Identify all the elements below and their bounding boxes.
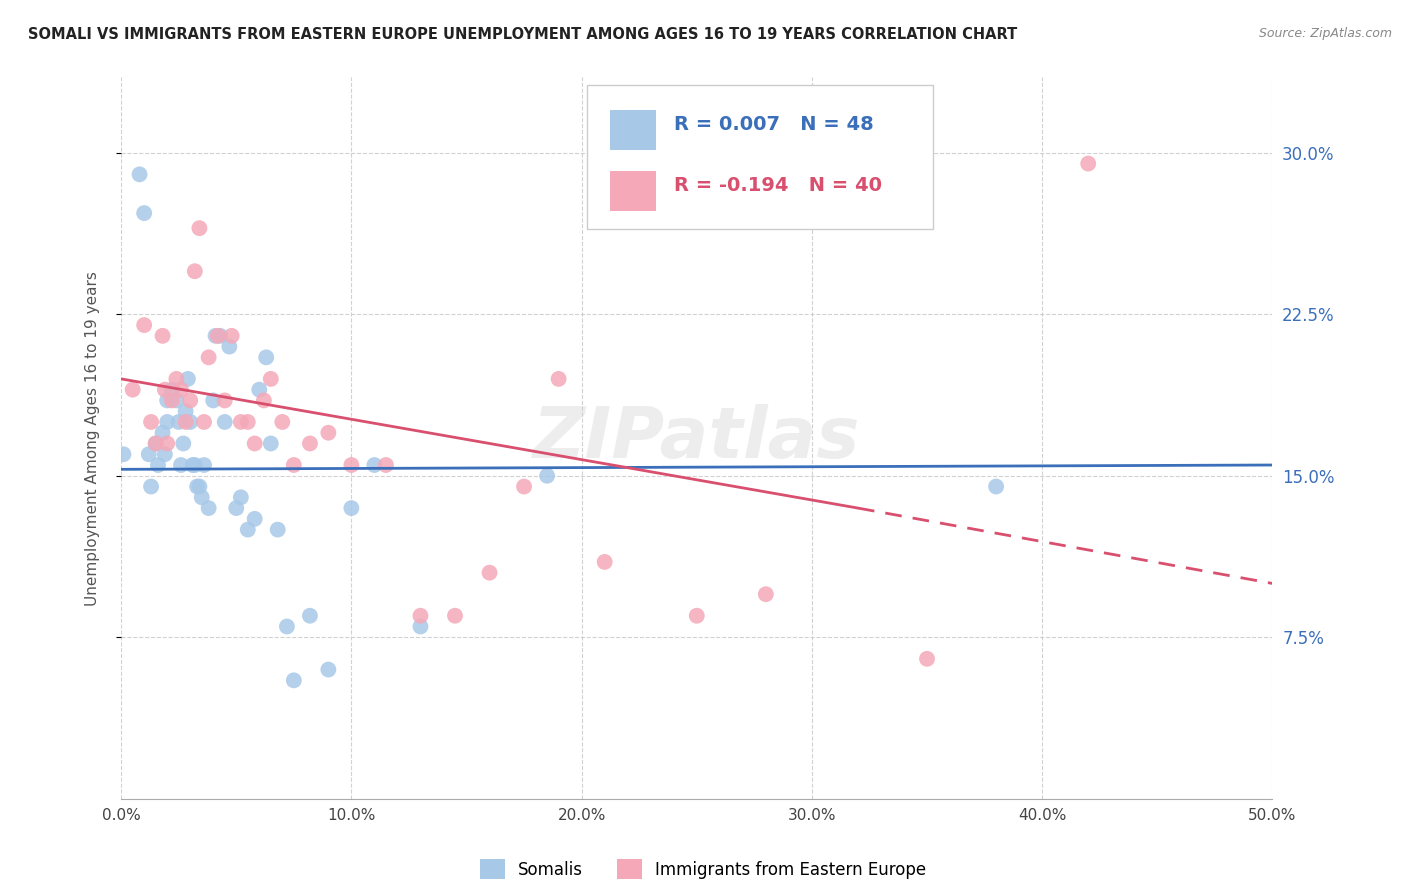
- Point: [193, 415, 215, 429]
- Point: [138, 447, 160, 461]
- Point: [207, 328, 229, 343]
- Point: [177, 372, 200, 386]
- Point: [156, 415, 179, 429]
- Point: [229, 491, 252, 505]
- Point: [184, 458, 207, 472]
- Point: [236, 523, 259, 537]
- Point: [172, 436, 194, 450]
- Point: [298, 436, 321, 450]
- Point: [225, 501, 247, 516]
- Point: [236, 415, 259, 429]
- Point: [188, 221, 211, 235]
- Point: [202, 393, 225, 408]
- Point: [547, 372, 569, 386]
- Point: [243, 436, 266, 450]
- Point: [409, 619, 432, 633]
- Point: [243, 512, 266, 526]
- Point: [112, 447, 135, 461]
- Point: [184, 264, 207, 278]
- Point: [160, 393, 183, 408]
- Point: [170, 458, 193, 472]
- Point: [153, 447, 176, 461]
- Point: [139, 479, 162, 493]
- Point: [128, 167, 150, 181]
- Point: [409, 608, 432, 623]
- Point: [283, 673, 305, 688]
- Point: [536, 468, 558, 483]
- Point: [204, 328, 226, 343]
- Point: [593, 555, 616, 569]
- Point: [174, 404, 197, 418]
- Point: [915, 652, 938, 666]
- Point: [229, 415, 252, 429]
- Point: [318, 663, 340, 677]
- Point: [152, 425, 174, 440]
- Text: SOMALI VS IMMIGRANTS FROM EASTERN EUROPE UNEMPLOYMENT AMONG AGES 16 TO 19 YEARS : SOMALI VS IMMIGRANTS FROM EASTERN EUROPE…: [28, 27, 1018, 42]
- Point: [193, 458, 215, 472]
- Point: [145, 436, 167, 450]
- Point: [190, 491, 212, 505]
- Point: [134, 206, 156, 220]
- Point: [276, 619, 298, 633]
- Point: [513, 479, 536, 493]
- Point: [167, 415, 190, 429]
- Text: ZIPatlas: ZIPatlas: [533, 403, 860, 473]
- FancyBboxPatch shape: [610, 171, 657, 211]
- Point: [188, 479, 211, 493]
- Point: [478, 566, 501, 580]
- Point: [267, 523, 290, 537]
- Text: R = -0.194   N = 40: R = -0.194 N = 40: [673, 176, 882, 195]
- Point: [165, 393, 187, 408]
- Point: [214, 393, 236, 408]
- Point: [254, 351, 277, 365]
- Point: [197, 501, 219, 516]
- Point: [221, 328, 243, 343]
- Point: [444, 608, 467, 623]
- Y-axis label: Unemployment Among Ages 16 to 19 years: Unemployment Among Ages 16 to 19 years: [86, 270, 100, 606]
- Point: [170, 383, 193, 397]
- Point: [160, 383, 183, 397]
- Point: [165, 372, 187, 386]
- Point: [209, 328, 232, 343]
- Text: R = 0.007   N = 48: R = 0.007 N = 48: [673, 115, 873, 134]
- FancyBboxPatch shape: [610, 110, 657, 150]
- Point: [340, 458, 363, 472]
- Point: [145, 436, 167, 450]
- Point: [153, 383, 176, 397]
- Point: [214, 415, 236, 429]
- Point: [247, 383, 270, 397]
- Point: [298, 608, 321, 623]
- Point: [253, 393, 276, 408]
- Point: [152, 328, 174, 343]
- FancyBboxPatch shape: [588, 85, 932, 229]
- Point: [318, 425, 340, 440]
- Point: [139, 415, 162, 429]
- Point: [179, 415, 201, 429]
- Point: [271, 415, 294, 429]
- Point: [186, 479, 208, 493]
- Point: [340, 501, 363, 516]
- Point: [179, 393, 201, 408]
- Point: [686, 608, 709, 623]
- Point: [1077, 156, 1099, 170]
- Text: Source: ZipAtlas.com: Source: ZipAtlas.com: [1258, 27, 1392, 40]
- Point: [174, 415, 197, 429]
- Point: [121, 383, 143, 397]
- Point: [260, 436, 283, 450]
- Point: [984, 479, 1007, 493]
- Point: [156, 393, 179, 408]
- Point: [755, 587, 778, 601]
- Point: [363, 458, 385, 472]
- Point: [283, 458, 305, 472]
- Point: [260, 372, 283, 386]
- Point: [146, 458, 169, 472]
- Point: [218, 340, 240, 354]
- Point: [134, 318, 156, 332]
- Point: [181, 458, 204, 472]
- Legend: Somalis, Immigrants from Eastern Europe: Somalis, Immigrants from Eastern Europe: [479, 859, 927, 880]
- Point: [197, 351, 219, 365]
- Point: [156, 436, 179, 450]
- Point: [374, 458, 396, 472]
